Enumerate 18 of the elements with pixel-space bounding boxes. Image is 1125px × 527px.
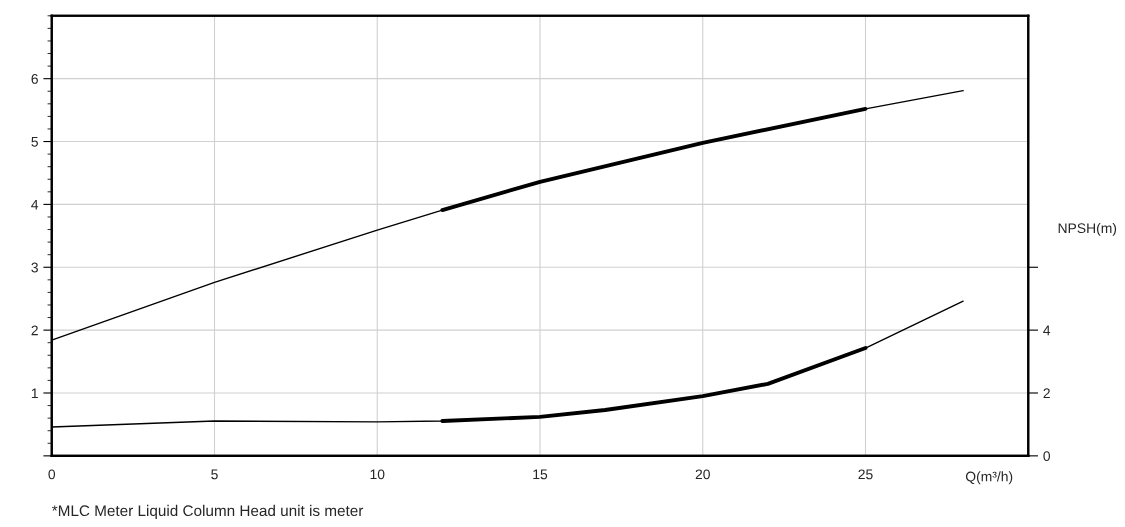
y2-axis-title: NPSH(m) [1058, 222, 1117, 236]
y2-tick-label: 0 [1043, 451, 1051, 462]
x-tick-label: 10 [370, 469, 385, 480]
x-tick-label: 5 [211, 469, 218, 480]
y-tick-label: 3 [31, 262, 38, 273]
x-tick-label: 25 [858, 469, 873, 480]
x-tick-label: 15 [533, 469, 548, 480]
y2-tick-label: 2 [1043, 388, 1050, 399]
y-tick-label: 1 [31, 388, 38, 399]
x-tick-label: 0 [48, 469, 56, 480]
y-tick-label: 4 [31, 199, 39, 210]
y2-tick-label: 4 [1043, 325, 1051, 336]
x-tick-label: 20 [695, 469, 710, 480]
text: *MLC Meter Liquid Column Head unit is meter [52, 504, 364, 520]
y-tick-label: 6 [31, 74, 38, 84]
y-tick-label: 2 [31, 325, 38, 336]
y-tick-label: 5 [31, 137, 38, 147]
x-axis-title: Q(m³/h) [965, 471, 1013, 485]
